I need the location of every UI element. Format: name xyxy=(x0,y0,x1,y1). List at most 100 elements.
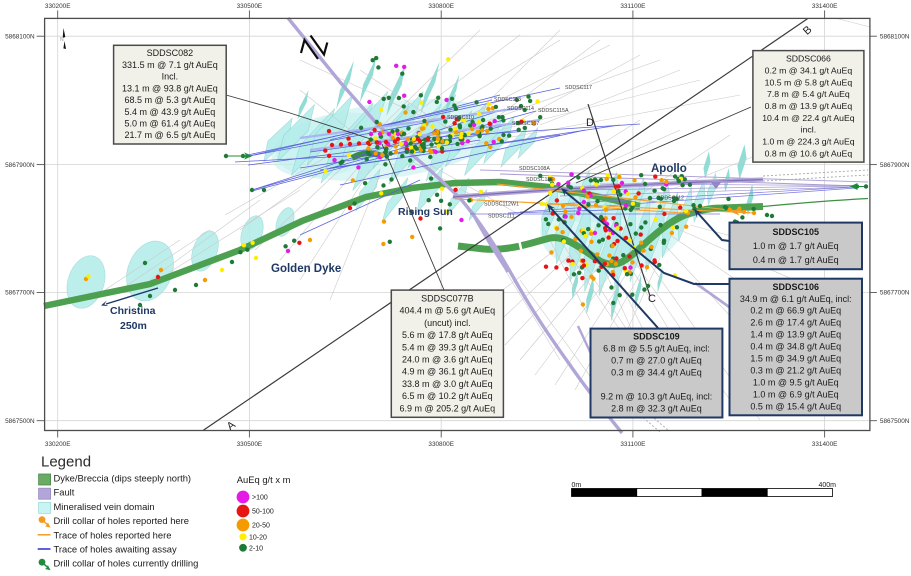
svg-text:Christina: Christina xyxy=(110,305,156,317)
svg-text:400m: 400m xyxy=(819,482,837,489)
svg-text:0.2 m @ 34.1 g/t AuEq: 0.2 m @ 34.1 g/t AuEq xyxy=(765,66,853,76)
svg-text:9.2 m @ 10.3 g/t AuEq, incl:: 9.2 m @ 10.3 g/t AuEq, incl: xyxy=(601,392,713,402)
svg-text:2-10: 2-10 xyxy=(249,545,263,552)
svg-text:6.5 m @ 10.2 g/t AuEq: 6.5 m @ 10.2 g/t AuEq xyxy=(402,391,493,401)
svg-text:SDDSC082: SDDSC082 xyxy=(147,48,194,58)
svg-text:5.6 m @ 17.8 g/t AuEq: 5.6 m @ 17.8 g/t AuEq xyxy=(402,330,493,340)
svg-text:SDDSC115A: SDDSC115A xyxy=(538,108,569,114)
svg-text:Mineralised vein domain: Mineralised vein domain xyxy=(54,501,155,512)
svg-text:250m: 250m xyxy=(120,320,147,332)
svg-text:SDDSC114: SDDSC114 xyxy=(507,106,534,112)
svg-text:6.8 m @ 5.5 g/t AuEq, incl:: 6.8 m @ 5.5 g/t AuEq, incl: xyxy=(603,344,710,354)
svg-text:330200E: 330200E xyxy=(45,3,71,10)
svg-text:21.7 m @ 6.5 g/t AuEq: 21.7 m @ 6.5 g/t AuEq xyxy=(125,130,216,140)
svg-text:50-100: 50-100 xyxy=(252,509,274,516)
svg-text:5.4 m @ 43.9 g/t AuEq: 5.4 m @ 43.9 g/t AuEq xyxy=(125,107,216,117)
svg-text:SDDSC077B: SDDSC077B xyxy=(421,293,474,303)
svg-text:33.8 m @ 3.0 g/t AuEq: 33.8 m @ 3.0 g/t AuEq xyxy=(402,379,493,389)
svg-text:10-20: 10-20 xyxy=(249,534,267,541)
svg-text:5.4 m @ 39.3 g/t AuEq: 5.4 m @ 39.3 g/t AuEq xyxy=(402,342,493,352)
svg-text:0.8 m @ 10.6 g/t AuEq: 0.8 m @ 10.6 g/t AuEq xyxy=(765,148,853,158)
svg-text:SDDSC107: SDDSC107 xyxy=(512,121,539,127)
svg-text:5867700N: 5867700N xyxy=(880,290,910,297)
svg-text:10.4 m @ 22.4 g/t AuEq: 10.4 m @ 22.4 g/t AuEq xyxy=(762,113,855,123)
svg-text:SDDSC117: SDDSC117 xyxy=(565,85,592,91)
svg-text:5868100N: 5868100N xyxy=(880,33,910,40)
svg-text:0.8 m @ 13.9 g/t AuEq: 0.8 m @ 13.9 g/t AuEq xyxy=(765,101,853,111)
svg-text:Golden Dyke: Golden Dyke xyxy=(271,263,341,275)
svg-text:5867700N: 5867700N xyxy=(5,290,35,297)
svg-text:331400E: 331400E xyxy=(812,441,838,448)
svg-text:1.0 m @ 9.5 g/t AuEq: 1.0 m @ 9.5 g/t AuEq xyxy=(753,378,839,388)
svg-text:1.0 m @ 1.7 g/t AuEq: 1.0 m @ 1.7 g/t AuEq xyxy=(753,241,839,251)
svg-text:331.5 m @ 7.1 g/t AuEq: 331.5 m @ 7.1 g/t AuEq xyxy=(122,60,218,70)
svg-text:Trace of holes awaiting assay: Trace of holes awaiting assay xyxy=(54,544,177,555)
svg-text:331100E: 331100E xyxy=(620,3,645,10)
svg-text:SDDSC110: SDDSC110 xyxy=(447,115,474,121)
svg-text:7.8 m @ 5.4 g/t AuEq: 7.8 m @ 5.4 g/t AuEq xyxy=(767,89,850,99)
svg-text:2.8 m @ 32.3 g/t AuEq: 2.8 m @ 32.3 g/t AuEq xyxy=(611,404,702,414)
svg-text:AuEq g/t x m: AuEq g/t x m xyxy=(237,474,291,485)
svg-text:incl.: incl. xyxy=(801,125,816,135)
svg-text:5867900N: 5867900N xyxy=(880,162,910,169)
svg-text:0.5 m @ 15.4 g/t AuEq: 0.5 m @ 15.4 g/t AuEq xyxy=(750,402,841,412)
svg-text:N: N xyxy=(60,37,64,43)
svg-text:SDDSC113: SDDSC113 xyxy=(494,97,521,103)
svg-text:10.5 m @ 5.8 g/t AuEq: 10.5 m @ 5.8 g/t AuEq xyxy=(765,77,853,87)
svg-text:Fault: Fault xyxy=(54,487,75,498)
svg-text:0.7 m @ 27.0 g/t AuEq: 0.7 m @ 27.0 g/t AuEq xyxy=(611,356,702,366)
svg-text:5867500N: 5867500N xyxy=(880,418,910,425)
svg-text:SDDSC116: SDDSC116 xyxy=(526,177,553,183)
svg-text:Legend: Legend xyxy=(41,454,91,471)
svg-text:330500E: 330500E xyxy=(237,3,263,10)
svg-text:5868100N: 5868100N xyxy=(5,33,35,40)
svg-text:5867500N: 5867500N xyxy=(5,418,35,425)
svg-text:SDDSC108A: SDDSC108A xyxy=(519,166,550,172)
svg-text:330200E: 330200E xyxy=(45,441,71,448)
svg-text:SDDSC112: SDDSC112 xyxy=(657,196,684,202)
svg-text:Drill collar of holes reported: Drill collar of holes reported here xyxy=(54,515,189,526)
svg-text:1.0 m @ 6.9 g/t AuEq: 1.0 m @ 6.9 g/t AuEq xyxy=(753,390,839,400)
svg-text:20-50: 20-50 xyxy=(252,523,270,530)
svg-text:Dyke/Breccia (dips steeply nor: Dyke/Breccia (dips steeply north) xyxy=(54,473,192,484)
svg-text:Drill collar of holes currentl: Drill collar of holes currently drilling xyxy=(54,558,199,569)
svg-text:D: D xyxy=(586,117,594,129)
svg-text:SDDSC106: SDDSC106 xyxy=(772,282,819,292)
svg-text:404.4 m @ 5.6 g/t AuEq: 404.4 m @ 5.6 g/t AuEq xyxy=(399,306,495,316)
svg-text:0.2 m @ 66.9 g/t AuEq: 0.2 m @ 66.9 g/t AuEq xyxy=(750,306,841,316)
svg-text:13.1 m @ 93.8 g/t AuEq: 13.1 m @ 93.8 g/t AuEq xyxy=(122,83,218,93)
svg-text:1.5 m @ 34.9 g/t AuEq: 1.5 m @ 34.9 g/t AuEq xyxy=(750,354,841,364)
svg-text:5867900N: 5867900N xyxy=(5,162,35,169)
svg-text:2.6 m @ 17.4 g/t AuEq: 2.6 m @ 17.4 g/t AuEq xyxy=(750,318,841,328)
svg-text:0.3 m @ 34.4 g/t AuEq: 0.3 m @ 34.4 g/t AuEq xyxy=(611,368,702,378)
svg-text:1.0 m @ 224.3 g/t AuEq: 1.0 m @ 224.3 g/t AuEq xyxy=(762,137,855,147)
svg-text:5.0 m @ 61.4 g/t AuEq: 5.0 m @ 61.4 g/t AuEq xyxy=(125,119,216,129)
svg-text:0.3 m @ 21.2 g/t AuEq: 0.3 m @ 21.2 g/t AuEq xyxy=(750,366,841,376)
svg-text:Rising Sun: Rising Sun xyxy=(398,206,453,218)
svg-text:SDDSC105: SDDSC105 xyxy=(772,227,819,237)
svg-text:34.9 m @ 6.1 g/t AuEq, incl:: 34.9 m @ 6.1 g/t AuEq, incl: xyxy=(740,294,852,304)
svg-text:SDDSC111: SDDSC111 xyxy=(488,214,515,220)
svg-text:Trace of holes reported here: Trace of holes reported here xyxy=(54,529,172,540)
svg-text:0.4 m @ 1.7 g/t AuEq: 0.4 m @ 1.7 g/t AuEq xyxy=(753,255,839,265)
svg-text:SDDSC112W1: SDDSC112W1 xyxy=(484,202,519,208)
svg-text:SDDSC066: SDDSC066 xyxy=(786,54,831,64)
svg-text:68.5 m @ 5.3 g/t AuEq: 68.5 m @ 5.3 g/t AuEq xyxy=(125,95,216,105)
svg-text:330800E: 330800E xyxy=(428,441,454,448)
svg-text:24.0 m @ 3.6 g/t AuEq: 24.0 m @ 3.6 g/t AuEq xyxy=(402,355,493,365)
svg-text:6.9 m @ 205.2 g/t AuEq: 6.9 m @ 205.2 g/t AuEq xyxy=(399,403,495,413)
svg-text:SDDSC109: SDDSC109 xyxy=(633,332,680,342)
svg-text:Apollo: Apollo xyxy=(651,163,687,175)
svg-text:C: C xyxy=(648,293,656,305)
svg-text:Incl.: Incl. xyxy=(162,72,179,82)
svg-text:(uncut) incl.: (uncut) incl. xyxy=(424,318,471,328)
svg-text:0.4 m @ 34.8 g/t AuEq: 0.4 m @ 34.8 g/t AuEq xyxy=(750,342,841,352)
svg-text:1.4 m @ 13.9 g/t AuEq: 1.4 m @ 13.9 g/t AuEq xyxy=(750,330,841,340)
svg-text:0m: 0m xyxy=(572,482,582,489)
svg-text:330500E: 330500E xyxy=(237,441,263,448)
svg-text:4.9 m @ 36.1 g/t AuEq: 4.9 m @ 36.1 g/t AuEq xyxy=(402,367,493,377)
svg-text:>100: >100 xyxy=(252,495,268,502)
svg-text:331100E: 331100E xyxy=(620,441,645,448)
svg-text:330800E: 330800E xyxy=(428,3,454,10)
svg-text:331400E: 331400E xyxy=(812,3,838,10)
